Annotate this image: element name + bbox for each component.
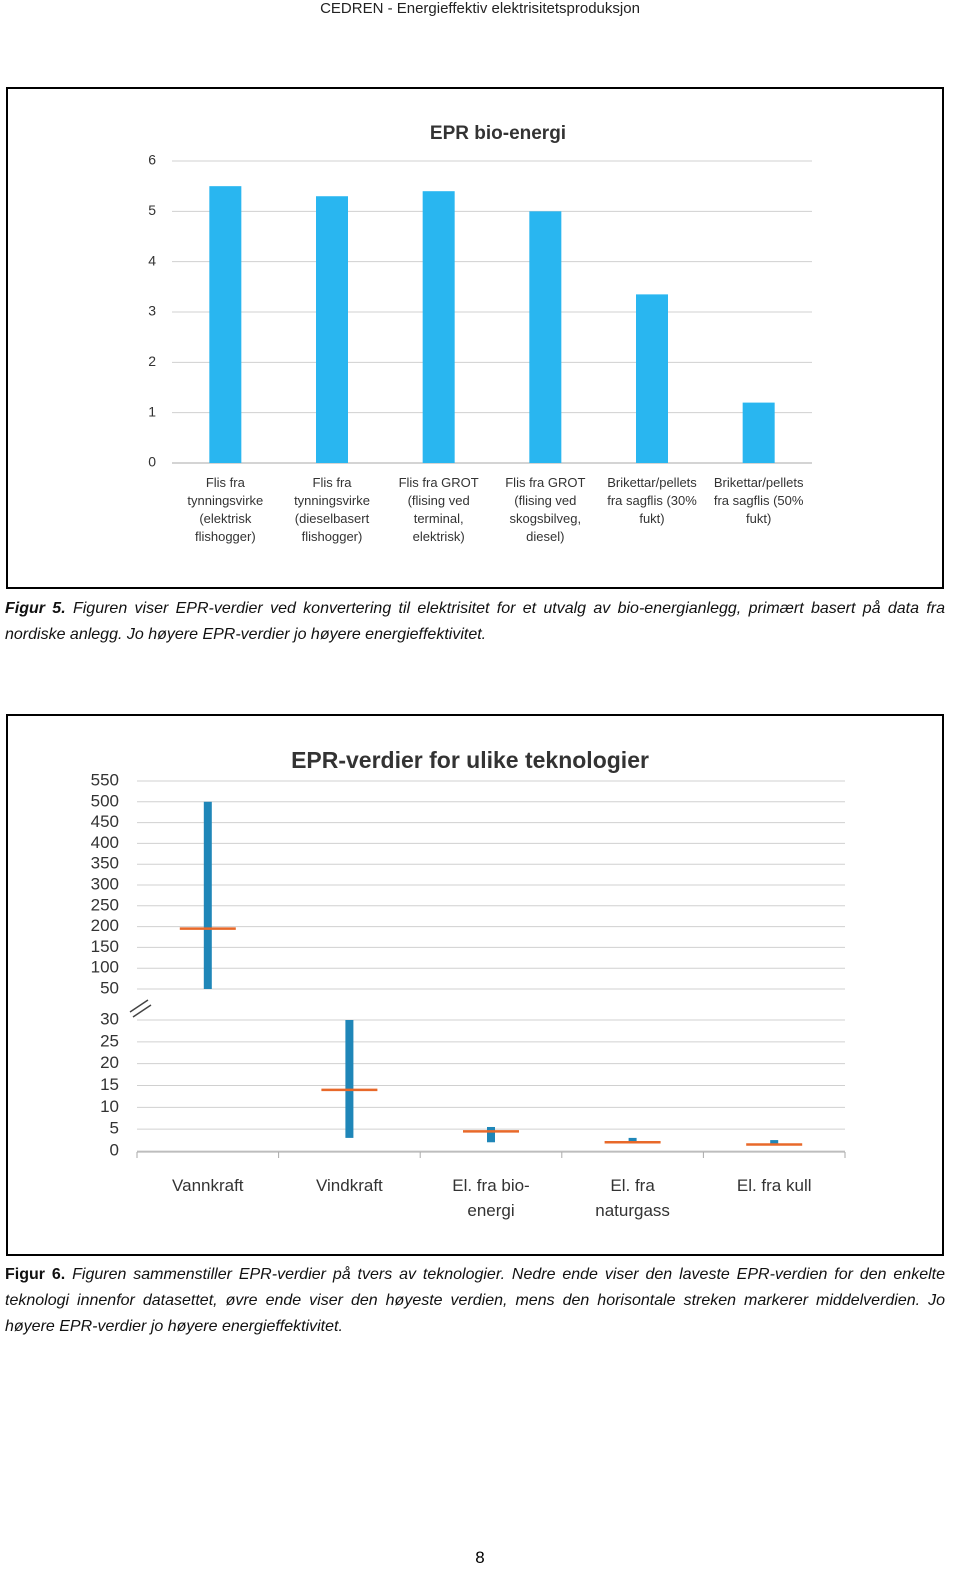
- figure-frame: [6, 87, 944, 589]
- bar: [529, 211, 562, 463]
- y-tick-label: 4: [148, 252, 156, 268]
- y-tick-label: 100: [91, 958, 119, 977]
- y-tick-label: 25: [100, 1031, 119, 1050]
- y-tick-label: 2: [148, 353, 156, 369]
- y-tick-label: 5: [148, 202, 156, 218]
- x-tick-label: Vindkraft: [316, 1176, 383, 1195]
- caption: Figur 6. Figuren sammenstiller EPR-verdi…: [5, 1262, 945, 1340]
- x-tick-label: Brikettar/pellets fra sagflis (50% fukt): [713, 475, 804, 526]
- page-header: CEDREN - Energieffektiv elektrisitetspro…: [320, 0, 640, 17]
- x-tick-label: Flis fra tynningsvirke (dieselbasert fli…: [294, 475, 370, 544]
- caption-text: Figuren sammenstiller EPR-verdier på tve…: [5, 1266, 946, 1335]
- y-tick-label: 15: [100, 1075, 119, 1094]
- y-tick-label: 3: [148, 303, 156, 319]
- x-tick-label: Flis fra GROT (flising ved skogsbilveg, …: [505, 475, 586, 544]
- caption-text: Figuren viser EPR-verdier ved konverteri…: [5, 600, 945, 643]
- y-tick-label: 150: [91, 937, 119, 956]
- caption-label: Figur 6.: [5, 1266, 66, 1283]
- y-tick-label: 50: [100, 978, 119, 997]
- range-bar: [487, 1126, 495, 1143]
- chart-title: EPR-verdier for ulike teknologier: [291, 747, 649, 773]
- y-tick-label: 20: [100, 1053, 119, 1072]
- axis-break: [132, 1004, 152, 1018]
- range-bar: [770, 1140, 779, 1145]
- caption-label: Figur 5.: [5, 600, 66, 617]
- x-tick-label: El. fra kull: [736, 1176, 812, 1195]
- y-tick-label: 500: [91, 791, 119, 810]
- y-tick-label: 250: [91, 895, 119, 914]
- y-tick-label: 400: [91, 833, 119, 852]
- range-bar: [203, 801, 212, 989]
- x-tick-label: El. fra naturgass: [595, 1176, 670, 1220]
- range-bar: [345, 1020, 354, 1138]
- y-tick-label: 300: [91, 874, 119, 893]
- y-tick-label: 350: [91, 854, 119, 873]
- y-tick-label: 550: [91, 770, 119, 789]
- bar: [316, 196, 348, 463]
- x-tick-label: Vannkraft: [172, 1176, 244, 1195]
- x-tick-label: Brikettar/pellets fra sagflis (30% fukt): [607, 475, 697, 526]
- y-tick-label: 30: [100, 1009, 119, 1028]
- bar: [422, 191, 455, 463]
- x-tick-label: El. fra bio-energi: [452, 1176, 530, 1220]
- y-tick-label: 0: [110, 1140, 119, 1159]
- page-number: 8: [475, 1548, 485, 1567]
- bar: [742, 402, 775, 463]
- figure-frame: [6, 714, 944, 1256]
- bar: [209, 186, 242, 463]
- y-tick-label: 1: [148, 403, 156, 419]
- x-tick-label: Flis fra tynningsvirke (elektrisk flisho…: [187, 475, 264, 544]
- range-bar: [628, 1137, 637, 1143]
- chart-title: EPR bio-energi: [430, 123, 566, 144]
- y-tick-label: 5: [110, 1119, 119, 1138]
- bar: [636, 294, 668, 463]
- y-tick-label: 0: [148, 454, 156, 470]
- axis-break: [129, 999, 149, 1013]
- y-tick-label: 6: [148, 152, 156, 168]
- y-tick-label: 10: [100, 1097, 119, 1116]
- x-tick-label: Flis fra GROT (flising ved terminal, ele…: [398, 475, 479, 544]
- caption: Figur 5. Figuren viser EPR-verdier ved k…: [5, 596, 945, 648]
- y-tick-label: 200: [91, 916, 119, 935]
- y-tick-label: 450: [91, 812, 119, 831]
